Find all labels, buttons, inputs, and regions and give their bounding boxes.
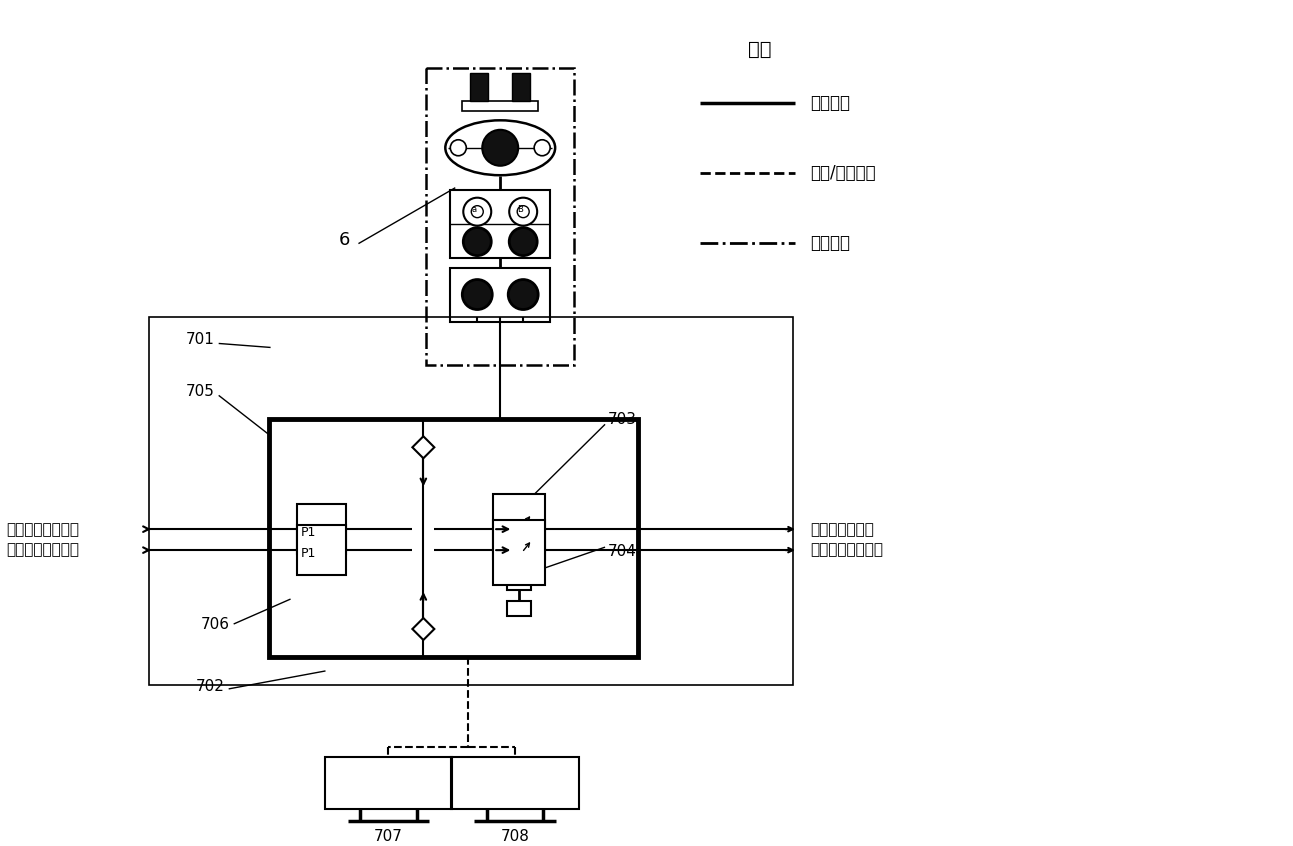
Text: 至单通道桥控模块: 至单通道桥控模块	[6, 522, 79, 536]
Text: 706: 706	[200, 617, 230, 631]
Bar	[296, 504, 347, 554]
Bar	[471, 73, 489, 101]
Circle shape	[482, 129, 518, 166]
Text: 图例: 图例	[749, 40, 772, 59]
Circle shape	[471, 206, 484, 217]
Bar	[507, 601, 531, 616]
Text: P1: P1	[300, 547, 315, 559]
Text: 信号/电源连接: 信号/电源连接	[809, 164, 875, 182]
Text: 外接部件: 外接部件	[809, 233, 850, 251]
Bar	[149, 317, 793, 685]
Text: 701: 701	[186, 332, 215, 347]
Circle shape	[517, 206, 529, 217]
Ellipse shape	[445, 120, 555, 175]
Text: 至双通道桥控模块: 至双通道桥控模块	[6, 542, 79, 558]
Circle shape	[463, 228, 491, 255]
Text: 707: 707	[374, 829, 403, 844]
Bar	[427, 68, 574, 365]
Text: 6: 6	[339, 231, 350, 249]
Bar	[269, 420, 637, 657]
Text: 气路连接: 气路连接	[809, 94, 850, 112]
Circle shape	[508, 279, 538, 310]
Text: 703: 703	[608, 412, 637, 427]
Bar	[507, 575, 531, 590]
Bar	[296, 525, 347, 575]
Circle shape	[450, 140, 467, 156]
Text: 来自中后桥储气筒: 来自中后桥储气筒	[811, 542, 883, 558]
Circle shape	[509, 228, 537, 255]
Circle shape	[463, 198, 491, 226]
Text: 704: 704	[608, 544, 637, 558]
Bar	[450, 267, 550, 322]
Polygon shape	[412, 618, 434, 640]
Text: P1: P1	[300, 525, 315, 539]
Circle shape	[534, 140, 550, 156]
Polygon shape	[412, 437, 434, 459]
Bar	[451, 757, 579, 809]
Text: 702: 702	[195, 679, 225, 695]
Text: a: a	[471, 206, 476, 214]
Circle shape	[509, 198, 537, 226]
Circle shape	[463, 279, 493, 310]
Bar	[463, 101, 538, 111]
Bar	[450, 190, 550, 257]
Bar	[493, 520, 546, 585]
Text: 705: 705	[186, 384, 215, 398]
Text: 来自前桥储气筒: 来自前桥储气筒	[811, 522, 874, 536]
Text: 708: 708	[500, 829, 530, 844]
Text: B: B	[517, 206, 524, 214]
Bar	[325, 757, 453, 809]
Bar	[512, 73, 530, 101]
Bar	[493, 494, 546, 559]
